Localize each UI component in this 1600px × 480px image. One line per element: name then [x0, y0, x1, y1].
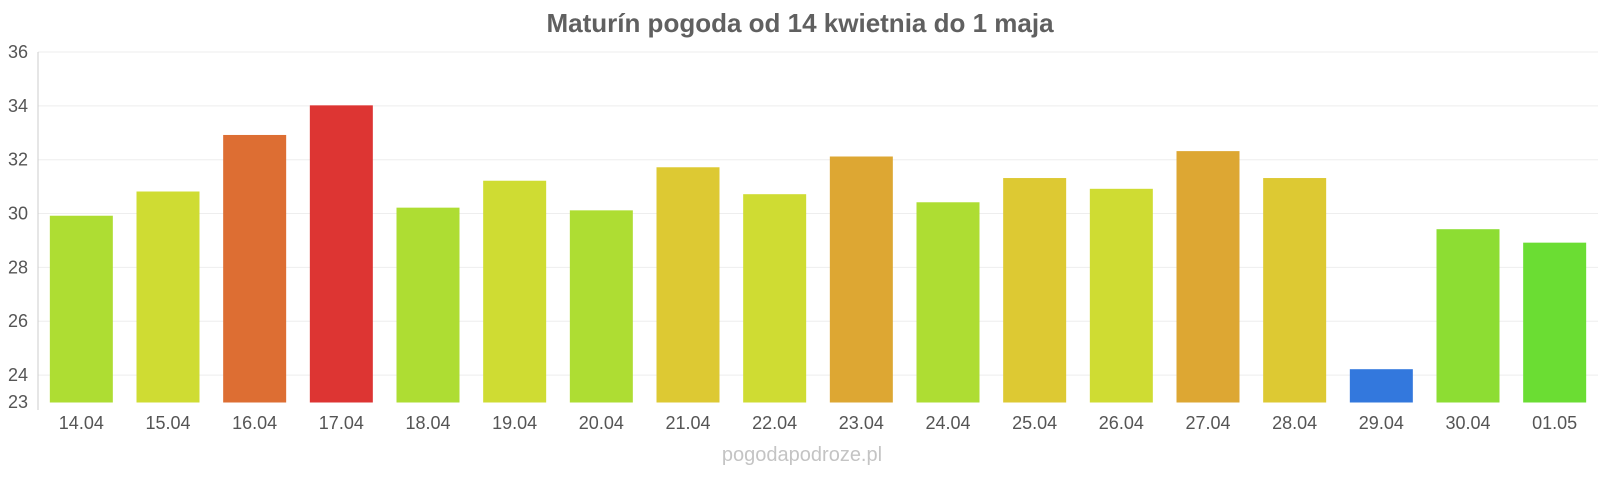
y-axis-ticks: 23 24 26 28 30 32 34 36 — [8, 42, 28, 412]
bars — [49, 105, 1587, 403]
y-tick-label: 23 — [8, 392, 28, 412]
gridlines — [38, 51, 1598, 376]
credit-text[interactable]: pogodapodroze.pl — [722, 444, 882, 466]
bar-14.04[interactable] — [49, 215, 113, 403]
bar-27.04[interactable] — [1176, 151, 1240, 403]
x-tick-label: 23.04 — [839, 413, 884, 433]
x-tick-label: 22.04 — [752, 413, 797, 433]
x-tick-label: 01.05 — [1532, 413, 1577, 433]
bar-01.05[interactable] — [1523, 242, 1587, 403]
x-tick-label: 27.04 — [1185, 413, 1230, 433]
x-tick-label: 24.04 — [925, 413, 970, 433]
x-tick-label: 30.04 — [1445, 413, 1490, 433]
x-tick-label: 26.04 — [1099, 413, 1144, 433]
bar-19.04[interactable] — [483, 180, 547, 403]
bar-18.04[interactable] — [396, 207, 460, 403]
bar-25.04[interactable] — [1003, 178, 1067, 403]
bar-17.04[interactable] — [309, 105, 373, 403]
x-tick-label: 14.04 — [59, 413, 104, 433]
bar-29.04[interactable] — [1349, 369, 1413, 403]
x-tick-label: 16.04 — [232, 413, 277, 433]
x-tick-label: 15.04 — [145, 413, 190, 433]
x-tick-label: 29.04 — [1359, 413, 1404, 433]
y-tick-label: 36 — [8, 42, 28, 62]
y-tick-label: 28 — [8, 257, 28, 277]
chart-title: Maturín pogoda od 14 kwietnia do 1 maja — [546, 8, 1054, 38]
bar-16.04[interactable] — [223, 134, 287, 403]
bar-28.04[interactable] — [1263, 178, 1327, 403]
y-tick-label: 32 — [8, 150, 28, 170]
bar-23.04[interactable] — [829, 156, 893, 403]
y-tick-label: 34 — [8, 96, 28, 116]
bar-30.04[interactable] — [1436, 229, 1500, 403]
bar-22.04[interactable] — [743, 194, 807, 403]
x-tick-label: 21.04 — [665, 413, 710, 433]
y-tick-label: 30 — [8, 204, 28, 224]
bar-21.04[interactable] — [656, 167, 720, 403]
bar-24.04[interactable] — [916, 202, 980, 403]
x-tick-label: 28.04 — [1272, 413, 1317, 433]
x-tick-label: 17.04 — [319, 413, 364, 433]
x-tick-label: 20.04 — [579, 413, 624, 433]
x-tick-label: 18.04 — [405, 413, 450, 433]
x-tick-label: 19.04 — [492, 413, 537, 433]
x-tick-label: 25.04 — [1012, 413, 1057, 433]
x-axis-ticks: 14.04 15.04 16.04 17.04 18.04 19.04 20.04 21.04… — [59, 413, 1577, 433]
bar-15.04[interactable] — [136, 191, 200, 403]
y-tick-label: 26 — [8, 311, 28, 331]
y-tick-label: 24 — [8, 365, 28, 385]
bar-26.04[interactable] — [1089, 188, 1153, 403]
bar-20.04[interactable] — [569, 210, 633, 403]
